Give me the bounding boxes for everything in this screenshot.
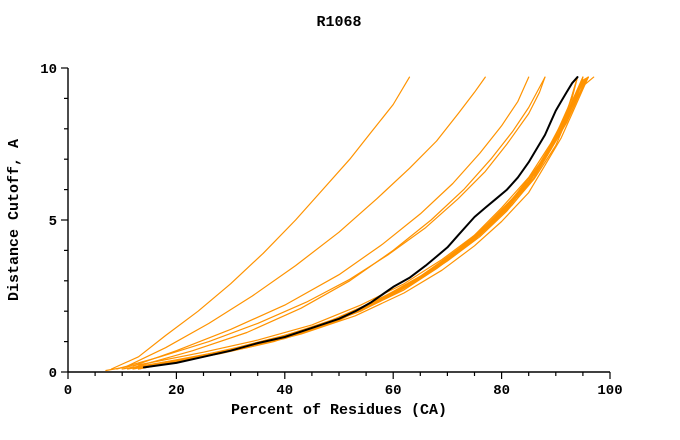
x-tick-label: 60: [385, 383, 402, 399]
series-model-17: [126, 76, 584, 370]
series-model-06: [126, 76, 486, 367]
x-tick-label: 40: [276, 383, 293, 399]
series-model-21: [148, 76, 584, 368]
axes: 0 20 40 60 80 100 0 5 10: [40, 62, 622, 399]
chart-title: R1068: [316, 14, 361, 31]
series-model-08: [143, 76, 584, 368]
series-model-13: [165, 76, 595, 364]
x-tick-label: 100: [597, 383, 622, 399]
series-model-05: [110, 76, 411, 370]
series-model-18: [137, 76, 546, 367]
series-model-22: [170, 76, 579, 364]
y-axis-label: Distance Cutoff, A: [6, 139, 23, 301]
x-tick-label: 20: [168, 383, 185, 399]
x-tick-label: 0: [64, 383, 72, 399]
series-model-11: [105, 76, 579, 372]
series-lines: [105, 76, 595, 372]
series-model-19: [143, 76, 589, 368]
y-tick-label: 5: [49, 214, 57, 230]
x-tick-label: 80: [493, 383, 510, 399]
series-model-16: [175, 76, 589, 362]
series-model-12: [148, 76, 589, 367]
series-reference-black: [142, 76, 579, 369]
series-model-02: [148, 76, 589, 367]
x-axis-label: Percent of Residues (CA): [231, 402, 447, 419]
series-model-20: [116, 76, 546, 370]
y-tick-label: 10: [40, 62, 57, 78]
y-tick-label: 0: [49, 366, 57, 382]
series-model-07: [132, 76, 530, 367]
series-model-14: [132, 76, 584, 370]
